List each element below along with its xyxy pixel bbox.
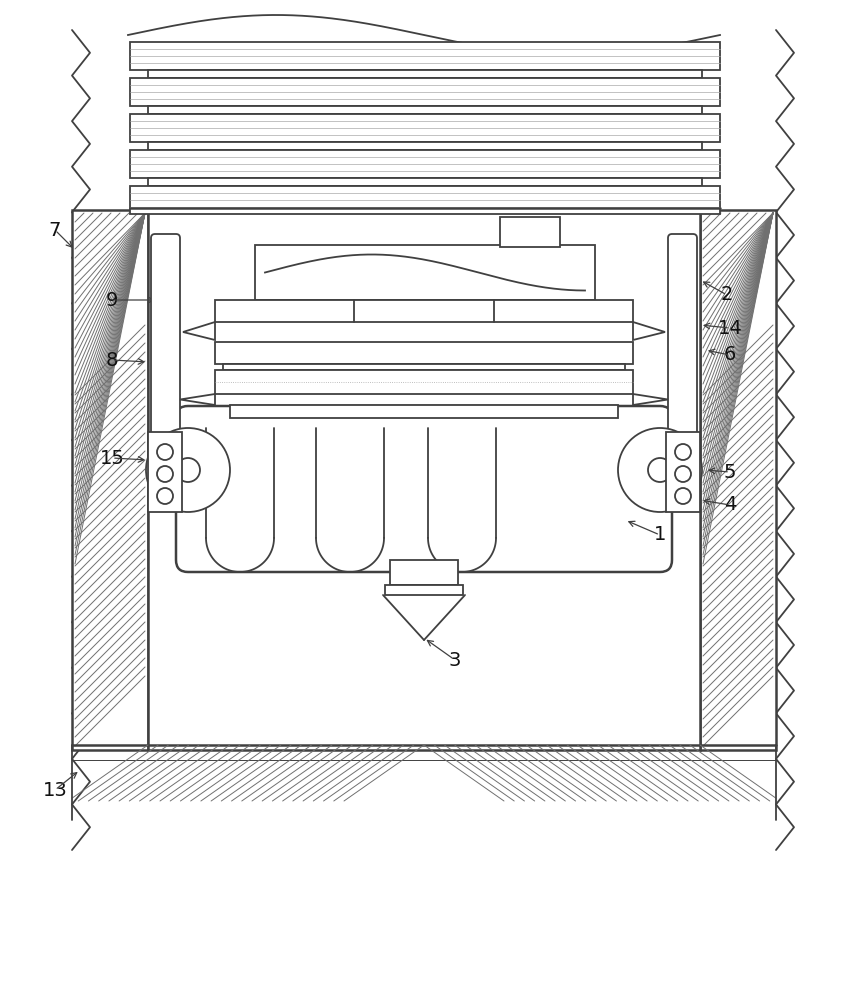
Bar <box>72 210 148 750</box>
Bar <box>130 186 720 214</box>
Text: 9: 9 <box>106 290 118 310</box>
Polygon shape <box>633 322 665 340</box>
Bar <box>130 78 720 106</box>
Bar <box>148 106 702 114</box>
Text: 15: 15 <box>99 448 125 468</box>
Circle shape <box>176 458 200 482</box>
Bar <box>215 370 633 394</box>
Text: 5: 5 <box>723 462 736 482</box>
Text: 14: 14 <box>717 318 742 338</box>
Bar <box>148 178 702 186</box>
Circle shape <box>675 466 691 482</box>
Circle shape <box>157 488 173 504</box>
Bar <box>148 210 700 750</box>
Bar <box>230 405 618 418</box>
Text: 1: 1 <box>654 526 667 544</box>
Text: 4: 4 <box>724 495 736 514</box>
Polygon shape <box>183 322 215 340</box>
Bar <box>700 210 776 750</box>
Bar <box>500 217 560 247</box>
Bar <box>148 142 702 150</box>
Bar <box>385 585 463 595</box>
Text: 13: 13 <box>42 780 67 800</box>
Polygon shape <box>633 394 668 405</box>
Text: 3: 3 <box>449 650 461 670</box>
Text: 2: 2 <box>721 286 734 304</box>
FancyBboxPatch shape <box>151 234 180 444</box>
Circle shape <box>648 458 672 482</box>
Bar <box>130 150 720 178</box>
Circle shape <box>618 428 702 512</box>
Circle shape <box>675 444 691 460</box>
Bar <box>390 560 458 585</box>
Circle shape <box>675 488 691 504</box>
Bar <box>666 432 700 512</box>
Circle shape <box>157 466 173 482</box>
FancyBboxPatch shape <box>668 234 697 444</box>
Bar <box>130 114 720 142</box>
Text: 6: 6 <box>724 346 736 364</box>
Circle shape <box>146 428 230 512</box>
Bar <box>215 342 633 364</box>
Bar <box>130 42 720 70</box>
Bar <box>148 432 182 512</box>
Text: 8: 8 <box>106 351 118 369</box>
Bar <box>255 245 595 300</box>
Bar <box>223 364 625 370</box>
Polygon shape <box>180 394 215 405</box>
Bar <box>148 70 702 78</box>
Text: 7: 7 <box>49 221 61 239</box>
Circle shape <box>157 444 173 460</box>
FancyBboxPatch shape <box>176 406 672 572</box>
Bar <box>215 300 633 322</box>
